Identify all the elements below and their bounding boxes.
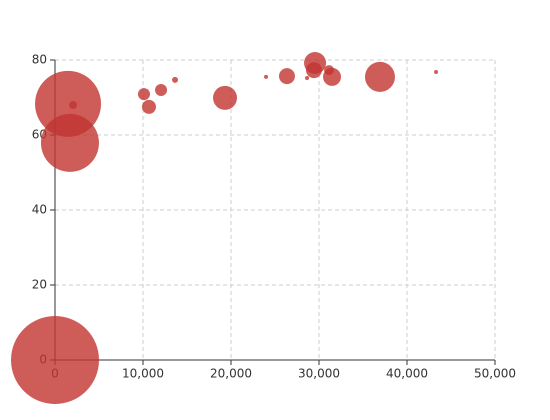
bubble — [213, 85, 238, 110]
bubble — [172, 76, 179, 83]
x-tick-label: 30,000 — [298, 367, 340, 381]
bubble — [69, 101, 78, 109]
bubble — [305, 62, 322, 79]
x-tick-label: 50,000 — [474, 367, 516, 381]
y-tick-label: 80 — [32, 53, 47, 67]
bubble — [40, 113, 99, 172]
bubble — [278, 68, 295, 85]
bubble — [155, 84, 168, 96]
x-tick-label: 10,000 — [122, 367, 164, 381]
y-tick-label: 40 — [32, 203, 47, 217]
bubble — [11, 316, 99, 404]
bubble — [141, 99, 156, 114]
bubble — [137, 88, 150, 101]
bubble — [434, 70, 439, 74]
y-tick-label: 20 — [32, 278, 47, 292]
bubble — [364, 61, 395, 92]
x-tick-label: 40,000 — [386, 367, 428, 381]
bubble — [323, 67, 342, 86]
bubble — [305, 76, 310, 80]
bubble — [264, 74, 269, 79]
x-tick-label: 20,000 — [210, 367, 252, 381]
